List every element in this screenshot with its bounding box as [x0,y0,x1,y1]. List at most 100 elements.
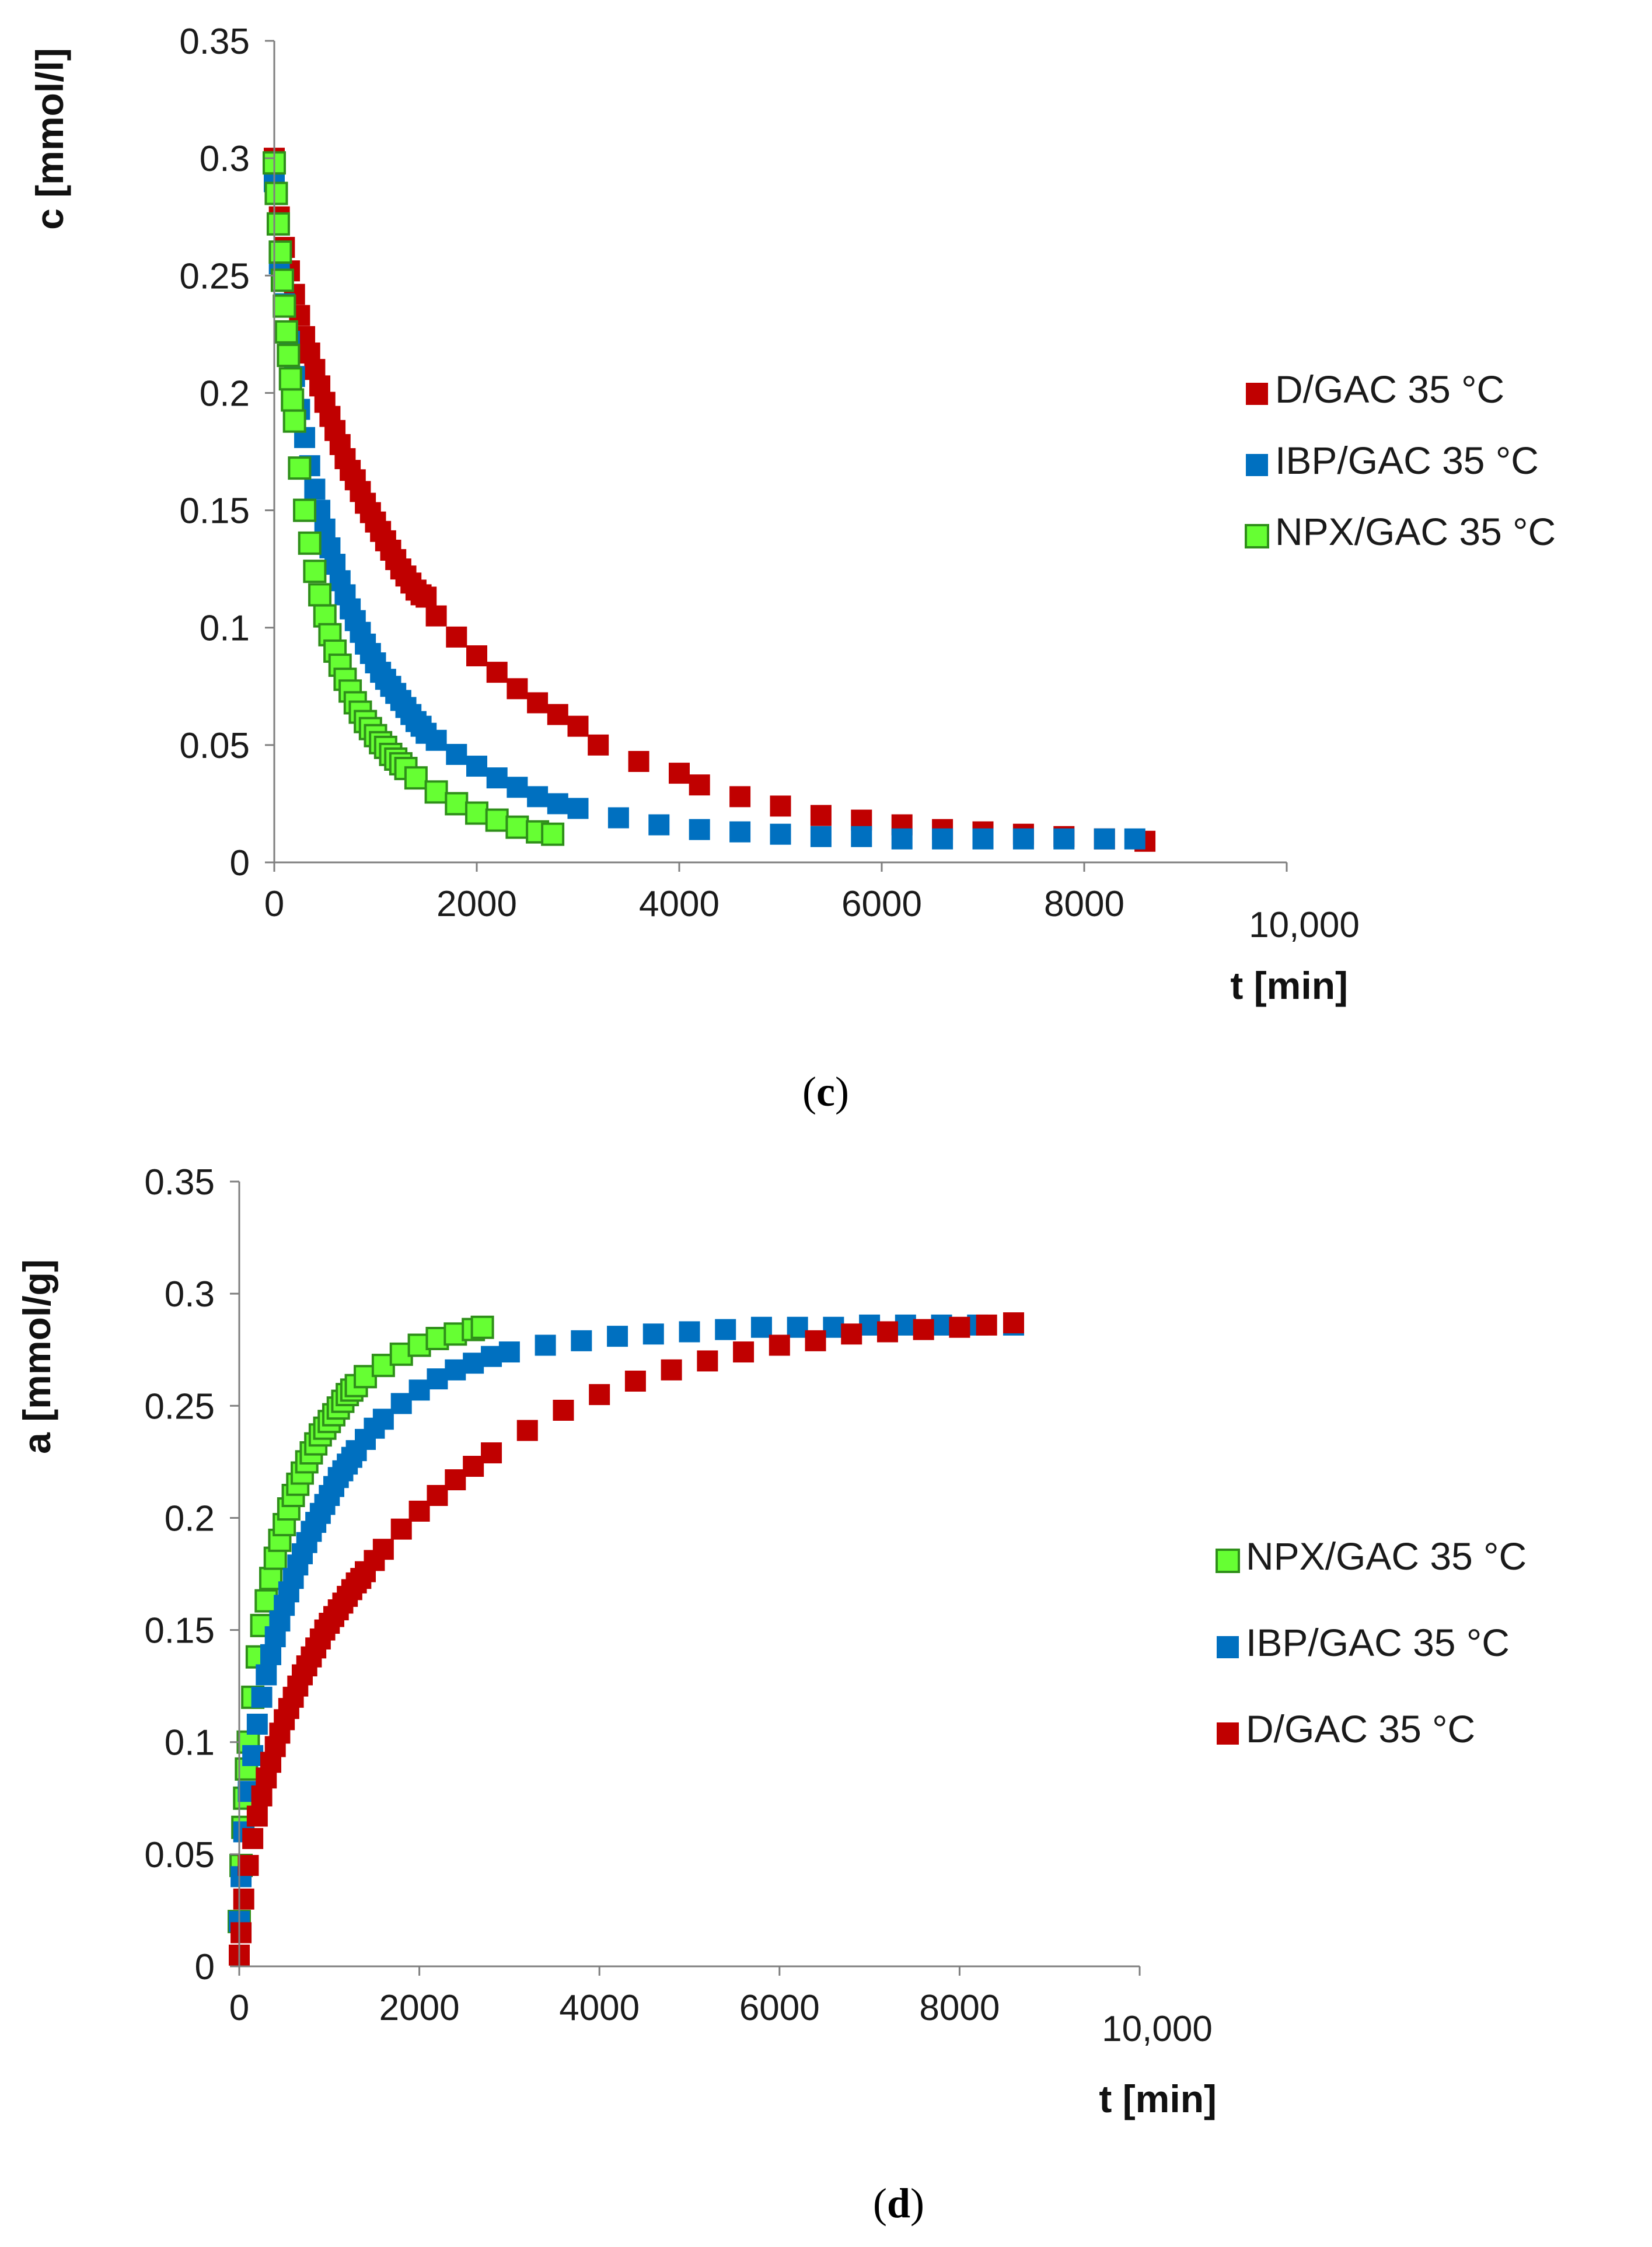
chart-d-point [445,1359,466,1381]
chart-d-plot-area [228,1312,1024,1966]
chart-d-point [251,1686,273,1708]
chart-d-point [251,1785,273,1806]
chart-c-y-tick-label: 0.3 [200,139,250,179]
chart-d-point [260,1644,282,1665]
chart-d-series-1 [229,1314,1024,1933]
chart-d-point [823,1316,844,1338]
chart-d-point [481,1442,502,1463]
chart-d-y-tick-label: 0 [195,1947,215,1987]
chart-c-legend-swatch [1246,383,1268,405]
chart-d-y-tick-label: 0.2 [165,1498,215,1539]
chart-c-point [1124,828,1145,850]
chart-d-point [254,1589,278,1613]
chart-d-point [976,1314,997,1336]
chart-d-point [408,1379,430,1401]
chart-c-x-tick-labels: 0 2000 4000 6000 8000 10,000 [264,884,1360,945]
chart-c-point [527,786,549,808]
chart-c-point [415,586,437,608]
panel-label-d-letter: d [887,2180,910,2227]
chart-c-point [304,478,326,500]
chart-d-point [242,1827,264,1849]
chart-c-point [891,828,913,850]
panel-label-c: (c) [802,1068,849,1115]
chart-d-y-tick-label: 0.1 [165,1723,215,1763]
chart-c-y-tick-label: 0.2 [200,373,250,414]
chart-d-point [256,1664,277,1686]
chart-d-point [535,1334,556,1356]
chart-d-x-tick-label: 8000 [919,1988,1000,2028]
chart-c-y-tick-label: 0.05 [179,726,250,766]
chart-c-point [281,388,305,412]
chart-c-point [507,678,528,700]
chart-d-y-tick-labels: 0 0.05 0.1 0.15 0.2 0.25 0.3 0.35 [144,1162,215,1987]
chart-c-point [507,777,528,798]
chart-c-plot-area [263,148,1156,852]
chart-d-point [607,1326,628,1347]
chart-d-legend-swatch [1217,1636,1239,1658]
chart-c-legend-label: NPX/GAC 35 °C [1275,510,1556,553]
chart-d-point [661,1359,682,1381]
chart-c-point [810,805,832,826]
chart-d-point [624,1371,646,1392]
chart-d-point [233,1888,254,1910]
chart-d-point [679,1321,700,1343]
chart-c-x-axis-title: t [min] [1230,964,1348,1007]
chart-d-point [715,1319,736,1340]
chart-d-point [805,1330,826,1351]
chart-d-point [242,1745,264,1766]
chart-c-point [547,704,568,725]
chart-c-point [729,821,751,843]
chart-c-point [404,766,428,790]
chart-c-point [1094,828,1115,850]
chart-panel-c: 0 0.05 0.1 0.15 0.2 0.25 0.3 0.35 0 2000 4000 6000… [28,22,1556,1115]
chart-c-point [486,662,508,683]
chart-c-point [1012,828,1034,850]
chart-c-point [425,729,447,751]
chart-c-point [466,645,487,666]
chart-c-point [628,751,649,773]
chart-c-x-tick-label: 6000 [841,884,922,924]
chart-c-point [689,819,710,840]
chart-c-point [972,828,994,850]
chart-c-point [729,786,751,808]
chart-d-point [949,1316,970,1338]
chart-c-point [446,743,467,765]
chart-c-point [445,792,469,816]
chart-d-point [1003,1312,1024,1334]
chart-d-point [876,1321,898,1343]
chart-c-point [465,801,488,825]
chart-d-point [787,1316,808,1338]
chart-c-point [425,605,447,627]
chart-c-legend: D/GAC 35 °C IBP/GAC 35 °C NPX/GAC 35 °C [1245,368,1556,553]
chart-c-point [282,409,306,433]
chart-c-point [607,807,629,829]
chart-d-point [913,1319,934,1340]
chart-c-y-tick-label: 0.15 [179,491,250,532]
chart-d-point [427,1485,448,1506]
chart-d-axes [230,1180,1141,1976]
chart-d-legend-swatch [1216,1549,1240,1573]
chart-c-point [770,795,791,817]
chart-c-point [303,560,327,583]
chart-d-legend: NPX/GAC 35 °C IBP/GAC 35 °C D/GAC 35 °C [1216,1535,1527,1750]
chart-d-point [246,1713,268,1735]
chart-d-point [445,1469,466,1491]
chart-d-point [230,1922,252,1944]
chart-c-y-axis-title: c [mmol/l] [28,48,71,230]
chart-d-x-tick-label: 6000 [739,1988,820,2028]
chart-d-legend-label: D/GAC 35 °C [1246,1707,1475,1750]
chart-d-point [408,1500,430,1522]
chart-d-y-tick-label: 0.15 [144,1611,215,1651]
chart-d-y-tick-label: 0.25 [144,1386,215,1427]
chart-c-point [274,320,298,344]
chart-d-point [571,1330,592,1351]
chart-c-point [466,756,487,777]
chart-c-point [541,822,565,846]
chart-d-y-axis-title: a [mmol/g] [15,1259,58,1454]
chart-d-point [859,1314,881,1336]
chart-c-point [288,456,312,480]
chart-d-point [250,1613,274,1637]
chart-c-x-tick-label: 4000 [639,884,720,924]
chart-d-point [750,1316,772,1338]
